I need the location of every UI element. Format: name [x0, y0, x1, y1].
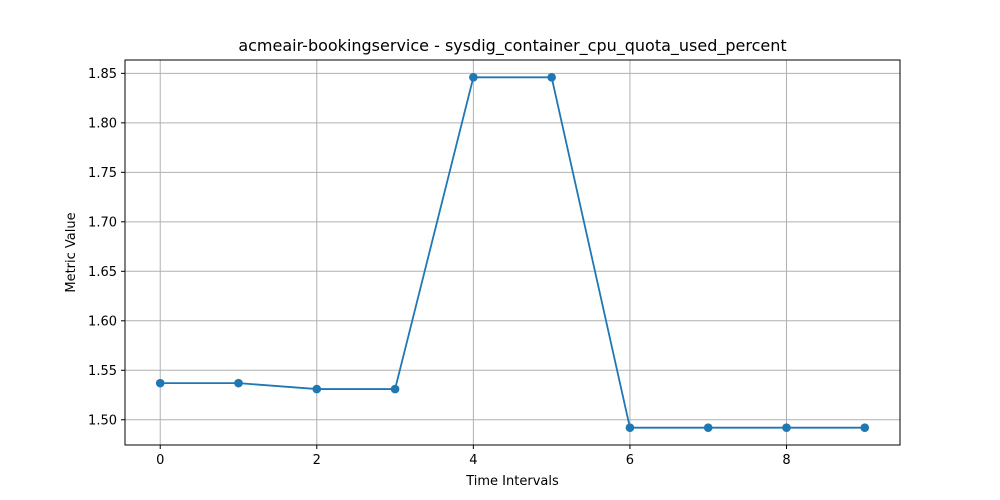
- data-point: [234, 378, 243, 388]
- y-tick-label: 1.85: [88, 67, 117, 82]
- data-point: [390, 384, 400, 394]
- x-axis-label: Time Intervals: [465, 474, 559, 489]
- x-tick-label: 4: [469, 453, 477, 468]
- data-point: [782, 423, 791, 432]
- y-axis-label: Metric Value: [64, 212, 79, 292]
- x-tick-label: 2: [313, 453, 321, 468]
- data-point: [469, 73, 478, 82]
- ticks: 0 2 4 6 8 1.50 1.55 1.60 1.65 1.70 1.75 1.80 1.85: [88, 67, 791, 468]
- x-tick-label: 0: [156, 453, 164, 468]
- grid: [125, 60, 900, 445]
- series-layer: [155, 73, 870, 432]
- data-point: [860, 423, 870, 432]
- x-tick-label: 6: [626, 453, 634, 468]
- x-tick-label: 8: [782, 453, 790, 468]
- plot-frame: [124, 59, 901, 446]
- y-tick-label: 1.70: [88, 215, 117, 230]
- y-tick-label: 1.50: [88, 413, 117, 428]
- y-tick-label: 1.80: [88, 116, 117, 131]
- y-tick-label: 1.75: [88, 166, 117, 181]
- data-point: [703, 423, 713, 432]
- data-point: [312, 384, 322, 394]
- data-point: [625, 423, 635, 432]
- chart-title: acmeair-bookingservice - sysdig_containe…: [238, 36, 786, 56]
- data-point: [155, 378, 165, 388]
- y-tick-label: 1.65: [88, 265, 117, 280]
- y-tick-label: 1.55: [88, 364, 117, 379]
- series-line: [160, 76, 865, 429]
- y-tick-label: 1.60: [88, 314, 117, 329]
- data-point: [547, 73, 556, 82]
